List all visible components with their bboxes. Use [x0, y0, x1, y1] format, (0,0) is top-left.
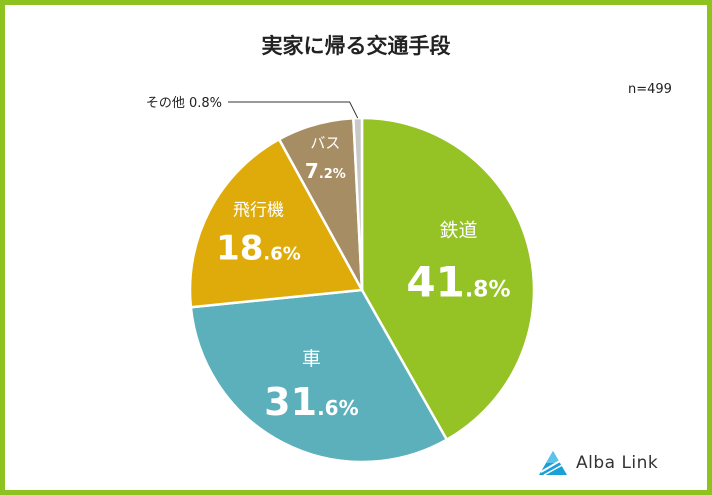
slice-value-label-3: 7.2%: [305, 159, 346, 183]
chart-title: 実家に帰る交通手段: [261, 34, 451, 58]
pie-labels: 鉄道 41.8% 車 31.6% 飛行機 18.6% バス 7.2% その他 0.8%: [146, 96, 511, 424]
slice-name-label-2: 飛行機: [233, 201, 284, 221]
pie-slices: [188, 116, 536, 464]
pie-slice-1: [189, 288, 449, 464]
sample-size-label: n=499: [628, 82, 672, 97]
alba-link-logo-icon: [539, 451, 567, 476]
pie-slice-0: [360, 116, 536, 442]
slice-value-label-0: 41.8%: [406, 258, 510, 307]
slice-name-label-0: 鉄道: [439, 220, 477, 242]
callout-label-4: その他 0.8%: [146, 96, 222, 111]
slice-name-label-3: バス: [310, 134, 340, 152]
alba-link-logo: Alba Link: [538, 450, 658, 476]
slice-value-label-1: 31.6%: [264, 380, 358, 424]
slice-name-label-1: 車: [302, 348, 321, 370]
slice-value-label-2: 18.6%: [216, 229, 301, 269]
callout-line-4: [228, 101, 359, 119]
pie-slice-2: [188, 137, 365, 309]
logo-text: Alba Link: [576, 453, 659, 473]
